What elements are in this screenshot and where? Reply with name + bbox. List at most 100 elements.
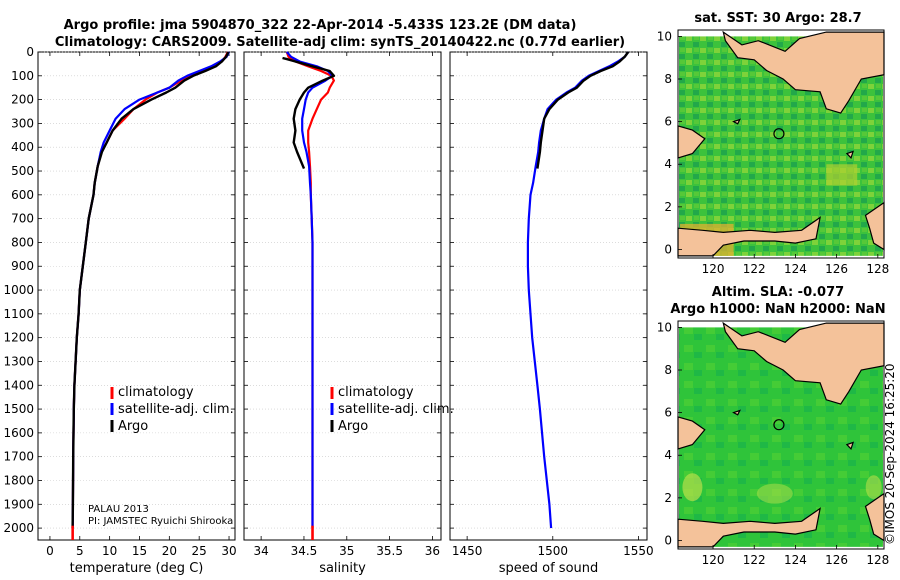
land-mass	[845, 150, 855, 160]
sound-speed-panel: 1450 1500 1550 speed of sound	[449, 51, 654, 576]
x-tick-label: 20	[162, 544, 177, 558]
x-axis-label: speed of sound	[499, 561, 599, 576]
map-y-tick-label: 0	[664, 533, 672, 547]
map-y-tick-label: 4	[664, 157, 672, 171]
sst-map-title: sat. SST: 30 Argo: 28.7	[694, 11, 861, 26]
x-tick-label: 30	[221, 544, 236, 558]
x-tick-label: 5	[76, 544, 84, 558]
depth-tick-label: 0	[26, 45, 34, 59]
x-tick-label: 1550	[623, 544, 654, 558]
land-mass	[677, 416, 706, 450]
depth-tick-label: 1400	[3, 378, 34, 392]
credit-line1: PALAU 2013	[88, 504, 149, 515]
map-x-tick-label: 124	[784, 553, 807, 567]
sla-high-patch	[682, 473, 703, 502]
map-x-tick-label: 122	[743, 262, 766, 276]
land-mass	[864, 201, 885, 251]
depth-tick-label: 2000	[3, 521, 34, 535]
x-axis-label: salinity	[319, 561, 366, 576]
depth-tick-label: 1200	[3, 331, 34, 345]
plot-frame	[243, 51, 442, 541]
depth-tick-label: 1000	[3, 283, 34, 297]
x-tick-label: 34	[253, 544, 268, 558]
land-mass	[722, 30, 885, 114]
depth-tick-label: 1100	[3, 307, 34, 321]
depth-tick-label: 300	[11, 116, 34, 130]
map-x-tick-label: 122	[743, 553, 766, 567]
warm-sst-patch	[826, 164, 858, 186]
imos-watermark: ©IMOS 20-Sep-2024 16:25:20	[883, 363, 897, 545]
depth-tick-label: 1500	[3, 402, 34, 416]
plot-frame	[449, 51, 648, 541]
map-y-tick-label: 10	[657, 29, 672, 43]
temperature-legend: climatology satellite-adj. clim. Argo	[110, 385, 234, 434]
figure-title-line2: Climatology: CARS2009. Satellite-adj cli…	[55, 35, 625, 50]
x-axis-label: temperature (deg C)	[70, 561, 204, 576]
temperature-panel: 0 5 10 15 20 25 30 temperature (deg C)	[37, 51, 237, 576]
land-mass	[732, 409, 741, 416]
x-tick-label: 36	[425, 544, 440, 558]
legend-argo-label: Argo	[338, 419, 368, 434]
depth-tick-label: 1600	[3, 426, 34, 440]
map-y-tick-label: 8	[664, 72, 672, 86]
land-mass	[732, 118, 741, 125]
x-tick-label: 15	[132, 544, 147, 558]
map-y-tick-label: 2	[664, 491, 672, 505]
argo-position-marker	[773, 128, 785, 140]
depth-tick-label: 600	[11, 188, 34, 202]
depth-tick-label: 500	[11, 164, 34, 178]
land-mass	[677, 125, 706, 159]
map-y-tick-label: 4	[664, 448, 672, 462]
x-tick-label: 10	[102, 544, 117, 558]
sst-map-panel: 120 122 124 126 128 0 2 4 6 8 10	[657, 29, 890, 276]
depth-tick-label: 1900	[3, 497, 34, 511]
sla-map-title-line1: Altim. SLA: -0.077	[712, 285, 844, 300]
depth-tick-label: 800	[11, 235, 34, 249]
map-x-tick-label: 128	[866, 262, 889, 276]
x-tick-label: 0	[46, 544, 54, 558]
salinity-legend: climatology satellite-adj. clim. Argo	[330, 385, 454, 434]
x-tick-label: 35	[339, 544, 354, 558]
map-x-tick-label: 128	[866, 553, 889, 567]
map-x-tick-label: 126	[825, 262, 848, 276]
map-x-tick-label: 120	[702, 262, 725, 276]
sla-high-patch	[865, 475, 882, 500]
depth-tick-label: 700	[11, 212, 34, 226]
depth-tick-label: 900	[11, 259, 34, 273]
series-line-argo	[71, 51, 230, 529]
sla-high-patch	[756, 483, 793, 504]
land-mass	[677, 507, 821, 548]
figure-title-line1: Argo profile: jma 5904870_322 22-Apr-201…	[64, 18, 577, 33]
map-y-tick-label: 8	[664, 363, 672, 377]
credit-line2: PI: JAMSTEC Ryuichi Shirooka	[88, 516, 233, 527]
x-tick-label: 25	[192, 544, 207, 558]
land-mass	[864, 492, 885, 542]
sla-map-title-line2: Argo h1000: NaN h2000: NaN	[670, 302, 885, 317]
legend-climatology-label: climatology	[118, 385, 194, 400]
x-tick-label: 34.5	[291, 544, 318, 558]
series-line-argo	[536, 51, 630, 169]
depth-tick-label: 1700	[3, 450, 34, 464]
map-y-tick-label: 6	[664, 115, 672, 129]
depth-tick-label: 400	[11, 140, 34, 154]
map-y-tick-label: 2	[664, 200, 672, 214]
x-tick-label: 1500	[538, 544, 569, 558]
depth-tick-label: 100	[11, 69, 34, 83]
plot-frame	[37, 51, 236, 541]
argo-position-marker	[773, 419, 785, 431]
x-tick-label: 35.5	[376, 544, 403, 558]
depth-axis-labels: 0 100 200 300 400 500 600 700 800 900 1000 1100 1200…	[3, 45, 34, 535]
depth-tick-label: 1300	[3, 354, 34, 368]
land-mass	[845, 441, 855, 451]
legend-satellite-label: satellite-adj. clim.	[338, 402, 454, 417]
sla-map-panel: 120 122 124 126 128 0 2 4 6 8 10	[657, 320, 890, 567]
map-x-tick-label: 120	[702, 553, 725, 567]
map-x-tick-label: 124	[784, 262, 807, 276]
x-tick-label: 1450	[452, 544, 483, 558]
map-y-tick-label: 6	[664, 406, 672, 420]
depth-tick-label: 1800	[3, 473, 34, 487]
depth-tick-label: 200	[11, 93, 34, 107]
land-mass	[677, 216, 821, 257]
map-x-tick-label: 126	[825, 553, 848, 567]
